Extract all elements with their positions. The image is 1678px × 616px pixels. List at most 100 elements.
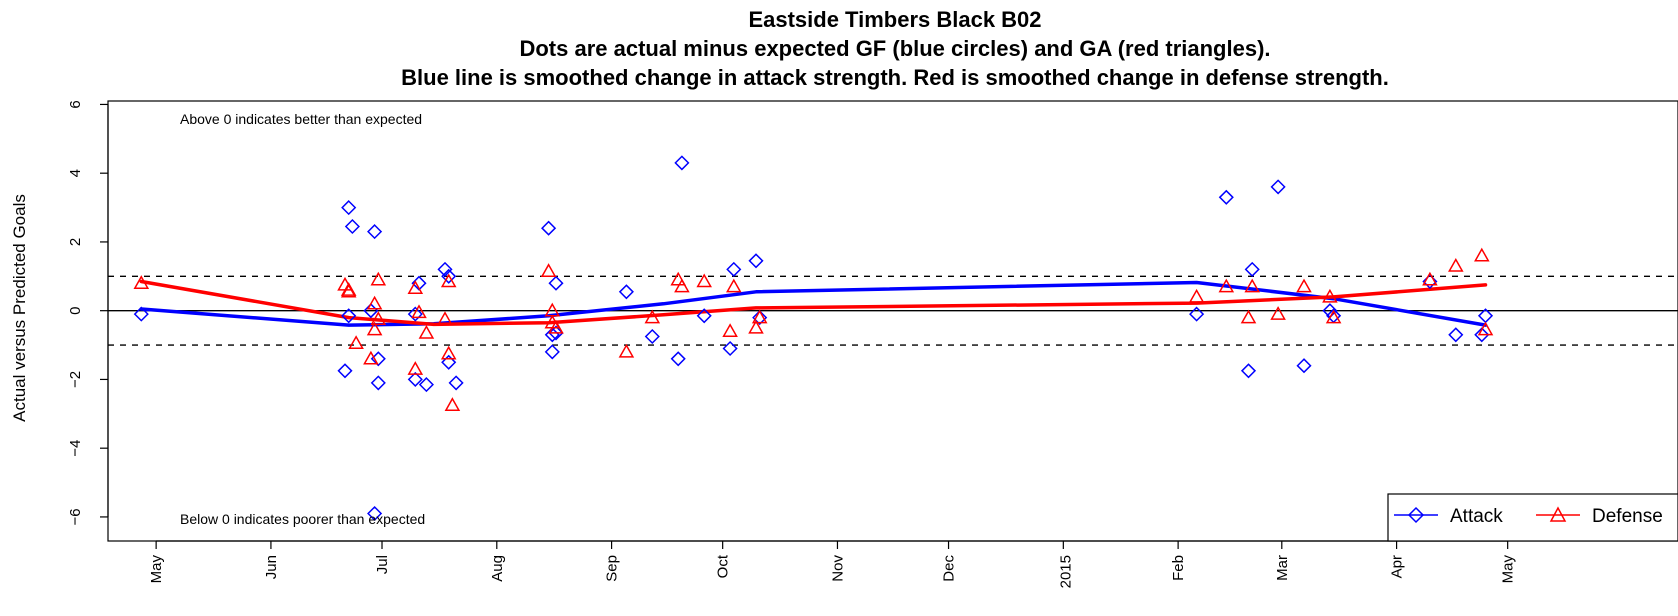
defense-point bbox=[407, 361, 424, 375]
attack-point bbox=[337, 363, 353, 379]
x-tick-label: May bbox=[1500, 555, 1517, 584]
data-points bbox=[133, 155, 1494, 522]
defense-point bbox=[411, 304, 427, 319]
chart-title: Eastside Timbers Black B02 bbox=[748, 7, 1041, 32]
attack-point bbox=[674, 155, 690, 171]
reference-lines bbox=[108, 275, 1678, 346]
chart-subtitle-line-2: Blue line is smoothed change in attack s… bbox=[401, 65, 1389, 90]
defense-point bbox=[670, 271, 686, 286]
legend-attack-label: Attack bbox=[1450, 506, 1503, 527]
defense-point bbox=[674, 278, 690, 293]
attack-point bbox=[670, 351, 686, 367]
x-tick-label: Jul bbox=[374, 555, 391, 574]
defense-point bbox=[340, 283, 357, 298]
attack-point bbox=[722, 340, 738, 357]
x-tick-label: Jun bbox=[263, 555, 280, 579]
defense-point bbox=[1477, 321, 1494, 336]
x-tick-label: Aug bbox=[489, 555, 506, 582]
y-tick-label: −4 bbox=[67, 440, 84, 457]
defense-point bbox=[548, 319, 564, 334]
defense-point bbox=[1422, 271, 1438, 286]
attack-point bbox=[1474, 327, 1490, 343]
defense-point bbox=[440, 345, 457, 360]
attack-point bbox=[441, 354, 457, 370]
defense-point bbox=[1474, 247, 1490, 262]
defense-point bbox=[370, 271, 387, 286]
defense-point bbox=[1218, 278, 1235, 293]
defense-point bbox=[726, 278, 742, 293]
attack-point bbox=[541, 220, 557, 236]
attack-point bbox=[341, 200, 357, 216]
attack-point bbox=[748, 253, 764, 269]
defense-point bbox=[437, 311, 453, 326]
defense-point bbox=[540, 263, 557, 277]
legend-defense-marker bbox=[1549, 506, 1567, 522]
defense-point bbox=[748, 319, 764, 334]
attack-point bbox=[1244, 261, 1260, 277]
defense-point bbox=[1322, 288, 1338, 303]
defense-point bbox=[133, 275, 150, 289]
defense-point bbox=[340, 282, 357, 296]
defense-point bbox=[696, 273, 712, 288]
attack-point bbox=[1448, 327, 1464, 343]
defense-point bbox=[644, 309, 661, 324]
x-tick-label: Mar bbox=[1274, 555, 1291, 581]
attack-point bbox=[1189, 306, 1205, 322]
smooth-line-defense bbox=[139, 279, 1488, 327]
y-tick-label: 6 bbox=[67, 100, 84, 108]
legend: Attack Defense bbox=[1387, 493, 1678, 542]
y-tick-label: −6 bbox=[67, 508, 84, 525]
defense-point bbox=[751, 309, 768, 324]
attack-point bbox=[548, 275, 564, 291]
attack-point bbox=[367, 224, 383, 240]
attack-point bbox=[618, 284, 634, 300]
defense-point bbox=[1188, 288, 1205, 303]
attack-point bbox=[1270, 179, 1286, 195]
attack-point bbox=[1218, 189, 1234, 205]
x-tick-label: Sep bbox=[604, 555, 621, 582]
attack-point bbox=[370, 375, 386, 391]
attack-point bbox=[441, 268, 457, 284]
attack-point bbox=[1240, 363, 1257, 379]
defense-point bbox=[348, 335, 364, 350]
attack-point bbox=[1296, 358, 1312, 374]
defense-point bbox=[407, 280, 424, 295]
defense-point bbox=[370, 311, 387, 326]
attack-point bbox=[696, 308, 712, 324]
attack-point bbox=[437, 261, 453, 277]
attack-point bbox=[448, 375, 464, 391]
defense-point bbox=[1270, 306, 1286, 320]
defense-point bbox=[1325, 309, 1342, 324]
y-tick-label: 4 bbox=[67, 169, 84, 177]
attack-point bbox=[367, 505, 383, 522]
attack-point bbox=[726, 261, 742, 277]
y-axis: −6 −4 −2 0 2 4 6 bbox=[67, 100, 109, 525]
y-tick-label: −2 bbox=[67, 371, 84, 388]
defense-point bbox=[418, 324, 435, 339]
attack-point bbox=[407, 371, 423, 387]
legend-box bbox=[1387, 493, 1678, 542]
annotation-above: Above 0 indicates better than expected bbox=[180, 111, 422, 127]
attack-point bbox=[341, 308, 357, 324]
defense-point bbox=[1244, 278, 1260, 293]
attack-point bbox=[644, 328, 660, 345]
attack-point bbox=[548, 325, 564, 341]
defense-point bbox=[618, 343, 635, 358]
x-tick-label: Feb bbox=[1170, 555, 1187, 581]
attack-point bbox=[752, 310, 768, 326]
defense-point bbox=[440, 273, 457, 288]
defense-point bbox=[1448, 257, 1464, 272]
y-tick-label: 2 bbox=[67, 238, 84, 246]
defense-point bbox=[444, 397, 461, 411]
plot-frame bbox=[107, 100, 1678, 542]
defense-point bbox=[366, 295, 383, 310]
legend-attack-marker bbox=[1407, 506, 1425, 524]
x-tick-label: Dec bbox=[941, 555, 958, 582]
attack-point bbox=[1422, 273, 1438, 290]
x-tick-label: Nov bbox=[829, 555, 846, 582]
annotation-below: Below 0 indicates poorer than expected bbox=[180, 511, 425, 527]
defense-point bbox=[722, 323, 738, 338]
defense-point bbox=[366, 321, 383, 336]
x-tick-label: 2015 bbox=[1057, 555, 1074, 588]
